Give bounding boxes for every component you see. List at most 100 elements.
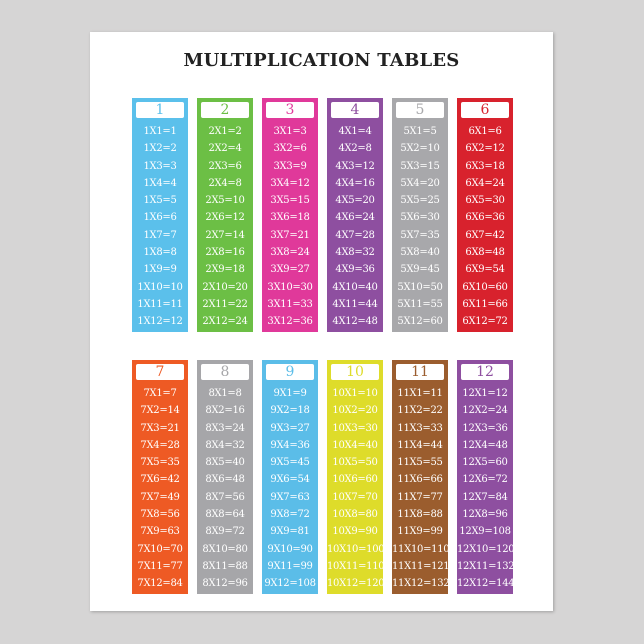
table-row: 8X8=64 bbox=[205, 509, 245, 521]
table-rows: 1X1=1 1X2=2 1X3=3 1X4=4 1X5=5 1X6=6 1X7=7 1X8=8… bbox=[132, 123, 188, 331]
table-row: 6X11=66 bbox=[462, 298, 508, 310]
table-row: 8X9=72 bbox=[205, 526, 245, 538]
table-rows: 6X1=6 6X2=12 6X3=18 6X4=24 6X5=30 6X6=36 6X7=4… bbox=[457, 123, 513, 331]
table-row: 7X4=28 bbox=[140, 439, 180, 451]
table-row: 5X11=55 bbox=[397, 298, 443, 310]
table-row: 9X4=36 bbox=[270, 439, 310, 451]
table-row: 12X8=96 bbox=[462, 509, 508, 521]
table-row: 2X6=12 bbox=[205, 212, 245, 224]
table-row: 1X8=8 bbox=[143, 247, 177, 259]
table-row: 2X3=6 bbox=[208, 160, 242, 172]
table-row: 6X7=42 bbox=[465, 229, 505, 241]
table-row: 9X9=81 bbox=[270, 526, 310, 538]
table-row: 8X2=16 bbox=[205, 405, 245, 417]
table-row: 2X10=20 bbox=[202, 281, 248, 293]
table-row: 1X2=2 bbox=[143, 143, 177, 155]
table-rows: 7X1=7 7X2=14 7X3=21 7X4=28 7X5=35 7X6=42 7X7=4… bbox=[132, 385, 188, 593]
table-row: 3X9=27 bbox=[270, 264, 310, 276]
table-row: 6X2=12 bbox=[465, 143, 505, 155]
table-rows: 11X1=11 11X2=22 11X3=33 11X4=44 11X5=55 11X6=… bbox=[392, 385, 450, 593]
table-header: 11 bbox=[396, 364, 444, 380]
table-rows: 12X1=12 12X2=24 12X3=36 12X4=48 12X5=60 12X6=… bbox=[457, 385, 515, 593]
table-rows: 5X1=5 5X2=10 5X3=15 5X4=20 5X5=25 5X6=30 5X7=3… bbox=[392, 123, 448, 331]
table-row: 3X12=36 bbox=[267, 316, 313, 328]
table-row: 4X3=12 bbox=[335, 160, 375, 172]
table-row: 7X10=70 bbox=[137, 543, 183, 555]
table-row: 11X6=66 bbox=[397, 474, 443, 486]
table-row: 6X8=48 bbox=[465, 247, 505, 259]
table-row: 6X3=18 bbox=[465, 160, 505, 172]
table-row: 5X6=30 bbox=[400, 212, 440, 224]
table-row: 9X8=72 bbox=[270, 509, 310, 521]
table-row: 11X1=11 bbox=[397, 388, 443, 399]
table-4: 4 4X1=4 4X2=8 4X3=12 4X4=16 4X5=20 4X6=24 4X7=2… bbox=[327, 98, 383, 332]
table-10: 10 10X1=10 10X2=20 10X3=30 10X4=40 10X5=50 10X… bbox=[327, 360, 385, 594]
table-row: 3X7=21 bbox=[270, 229, 310, 241]
table-row: 10X4=40 bbox=[332, 439, 378, 451]
table-row: 10X8=80 bbox=[332, 509, 378, 521]
table-row: 8X3=24 bbox=[205, 422, 245, 434]
table-9: 9 9X1=9 9X2=18 9X3=27 9X4=36 9X5=45 9X6=54 9X7=… bbox=[262, 360, 318, 594]
table-row: 9X2=18 bbox=[270, 405, 310, 417]
table-row: 10X11=110 bbox=[327, 560, 385, 572]
table-row: 12X7=84 bbox=[462, 491, 508, 503]
table-header: 6 bbox=[461, 102, 509, 118]
table-row: 2X5=10 bbox=[205, 195, 245, 207]
table-row: 5X8=40 bbox=[400, 247, 440, 259]
table-row: 7X12=84 bbox=[137, 578, 183, 590]
table-rows: 9X1=9 9X2=18 9X3=27 9X4=36 9X5=45 9X6=54 9X7=6… bbox=[262, 385, 318, 593]
table-row: 1X6=6 bbox=[143, 212, 177, 224]
table-rows: 8X1=8 8X2=16 8X3=24 8X4=32 8X5=40 8X6=48 8X7=5… bbox=[197, 385, 253, 593]
table-row: 10X6=60 bbox=[332, 474, 378, 486]
table-row: 2X8=16 bbox=[205, 247, 245, 259]
table-6: 6 6X1=6 6X2=12 6X3=18 6X4=24 6X5=30 6X6=36 6X7=… bbox=[457, 98, 513, 332]
table-header: 3 bbox=[266, 102, 314, 118]
table-rows: 4X1=4 4X2=8 4X3=12 4X4=16 4X5=20 4X6=24 4X7=28… bbox=[327, 123, 383, 331]
table-row: 3X10=30 bbox=[267, 281, 313, 293]
table-row: 8X4=32 bbox=[205, 439, 245, 451]
table-rows: 10X1=10 10X2=20 10X3=30 10X4=40 10X5=50 10X6=… bbox=[327, 385, 385, 593]
table-row: 7X3=21 bbox=[140, 422, 180, 434]
table-row: 11X8=88 bbox=[397, 509, 443, 521]
table-row: 11X3=33 bbox=[397, 422, 443, 434]
table-2: 2 2X1=2 2X2=4 2X3=6 2X4=8 2X5=10 2X6=12 2X7=14 2… bbox=[197, 98, 253, 332]
table-row: 11X4=44 bbox=[397, 439, 443, 451]
table-rows: 3X1=3 3X2=6 3X3=9 3X4=12 3X5=15 3X6=18 3X7=21 3… bbox=[262, 123, 318, 331]
table-row: 2X9=18 bbox=[205, 264, 245, 276]
table-7: 7 7X1=7 7X2=14 7X3=21 7X4=28 7X5=35 7X6=42 7X7=… bbox=[132, 360, 188, 594]
table-row: 12X12=144 bbox=[457, 578, 515, 590]
table-5: 5 5X1=5 5X2=10 5X3=15 5X4=20 5X5=25 5X6=30 5X7=… bbox=[392, 98, 448, 332]
table-row: 12X3=36 bbox=[462, 422, 508, 434]
table-row: 5X2=10 bbox=[400, 143, 440, 155]
table-row: 10X7=70 bbox=[332, 491, 378, 503]
table-row: 9X3=27 bbox=[270, 422, 310, 434]
table-row: 4X5=20 bbox=[335, 195, 375, 207]
table-row: 6X10=60 bbox=[462, 281, 508, 293]
table-row: 12X10=120 bbox=[457, 543, 515, 555]
table-header: 5 bbox=[396, 102, 444, 118]
table-row: 3X8=24 bbox=[270, 247, 310, 259]
table-row: 10X1=10 bbox=[332, 388, 378, 399]
table-row: 12X9=108 bbox=[459, 526, 511, 538]
table-row: 12X6=72 bbox=[462, 474, 508, 486]
table-header: 12 bbox=[461, 364, 509, 380]
table-row: 11X12=132 bbox=[392, 578, 450, 590]
table-row: 3X2=6 bbox=[273, 143, 307, 155]
table-row: 4X7=28 bbox=[335, 229, 375, 241]
table-row: 9X7=63 bbox=[270, 491, 310, 503]
table-row: 7X8=56 bbox=[140, 509, 180, 521]
table-row: 7X6=42 bbox=[140, 474, 180, 486]
table-row: 1X9=9 bbox=[143, 264, 177, 276]
table-row: 5X5=25 bbox=[400, 195, 440, 207]
table-row: 1X7=7 bbox=[143, 229, 177, 241]
table-row: 10X12=120 bbox=[327, 578, 385, 590]
table-row: 4X2=8 bbox=[338, 143, 372, 155]
table-header: 2 bbox=[201, 102, 249, 118]
table-row: 1X10=10 bbox=[137, 281, 183, 293]
table-row: 6X9=54 bbox=[465, 264, 505, 276]
table-row: 12X5=60 bbox=[462, 457, 508, 469]
poster: MULTIPLICATION TABLES 1 1X1=1 1X2=2 1X3=3 1X… bbox=[90, 32, 553, 611]
table-row: 6X12=72 bbox=[462, 316, 508, 328]
table-rows: 2X1=2 2X2=4 2X3=6 2X4=8 2X5=10 2X6=12 2X7=14 2X… bbox=[197, 123, 253, 331]
table-row: 2X7=14 bbox=[205, 229, 245, 241]
